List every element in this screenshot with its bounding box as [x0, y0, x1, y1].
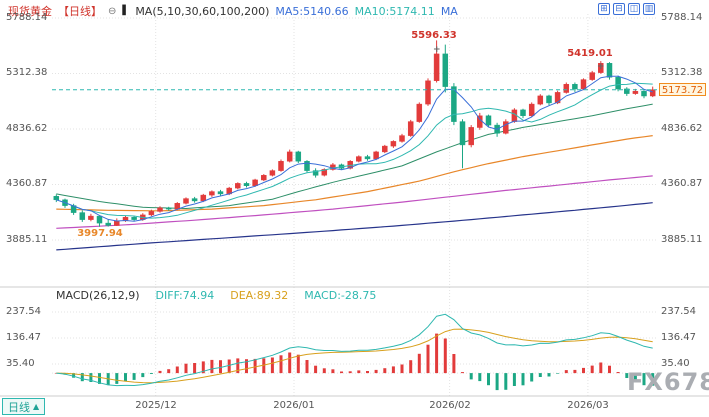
macd-axis-label: 35.40 [661, 358, 690, 369]
macd-pane [52, 313, 657, 391]
multi-grid-icon[interactable]: ▥ [643, 3, 655, 15]
last-price-tag: 5173.72 [659, 83, 706, 96]
timeframe-label: 日线 [8, 400, 30, 414]
macd-diff-value: DIFF:74.94 [155, 289, 215, 302]
x-axis-label: 2026/03 [567, 400, 609, 411]
ma-settings-label[interactable]: MA(5,10,30,60,100,200) [135, 4, 270, 18]
y-axis-label: 5788.14 [661, 12, 703, 23]
candles [53, 40, 656, 227]
y-axis-label: 4360.87 [661, 178, 703, 189]
layout-toolbar: ⊞ ⊟ ◫ ▥ [598, 3, 655, 15]
ma-slow-lines [56, 103, 653, 251]
macd-header: MACD(26,12,9) DIFF:74.94 DEA:89.32 MACD:… [56, 289, 376, 302]
y-axis-label: 4836.62 [661, 123, 703, 134]
x-axis-label: 2026/01 [273, 400, 315, 411]
gridlines [0, 14, 709, 397]
macd-axis-label: 136.47 [661, 332, 696, 343]
candlestick-icon[interactable]: ▌ [122, 6, 130, 16]
high-price-annotation: 5596.33 [411, 30, 457, 41]
zoom-out-icon[interactable]: ⊖ [108, 5, 117, 17]
macd-axis-label: 237.54 [661, 306, 696, 317]
ma10-value: MA10:5174.11 [354, 4, 435, 18]
x-axis-label: 2025/12 [135, 400, 177, 411]
timeframe-selector[interactable]: 日线 ▲ [2, 398, 46, 415]
macd-axis-label: 237.54 [6, 306, 41, 317]
second-high-annotation: 5419.01 [567, 48, 613, 59]
macd-axis-label: 35.40 [6, 358, 35, 369]
split-rows-icon[interactable]: ⊟ [613, 3, 625, 15]
second-peak-marker-icon: + [597, 62, 605, 72]
symbol-name: 现货黄金 [8, 5, 52, 18]
y-axis-label: 3885.11 [6, 234, 48, 245]
ma5-value: MA5:5140.66 [275, 4, 349, 18]
peak-marker-icon: + [433, 45, 441, 55]
ma-value-truncated: MA [440, 4, 458, 18]
y-axis-label: 5312.38 [661, 67, 703, 78]
split-columns-icon[interactable]: ◫ [628, 3, 640, 15]
chart-header: 现货黄金 【日线】 ⊖ ▌ MA(5,10,30,60,100,200) MA5:… [8, 2, 458, 20]
x-axis-label: 2026/02 [429, 400, 471, 411]
y-axis-label: 3885.11 [661, 234, 703, 245]
macd-dea-value: DEA:89.32 [230, 289, 289, 302]
y-axis-label: 4360.87 [6, 178, 48, 189]
y-axis-label: 5312.38 [6, 67, 48, 78]
low-price-annotation: 3997.94 [77, 228, 123, 239]
ma-fast-lines [56, 75, 653, 222]
y-axis-label: 4836.62 [6, 123, 48, 134]
timeframe-tag: 【日线】 [58, 5, 102, 18]
macd-bar-value: MACD:-28.75 [304, 289, 377, 302]
y-axis-label: 5788.14 [6, 12, 48, 23]
dropdown-up-arrow-icon: ▲ [33, 402, 40, 411]
macd-settings-label[interactable]: MACD(26,12,9) [56, 289, 140, 302]
grid-2x2-icon[interactable]: ⊞ [598, 3, 610, 15]
watermark: FX678 [627, 368, 709, 396]
macd-axis-label: 136.47 [6, 332, 41, 343]
